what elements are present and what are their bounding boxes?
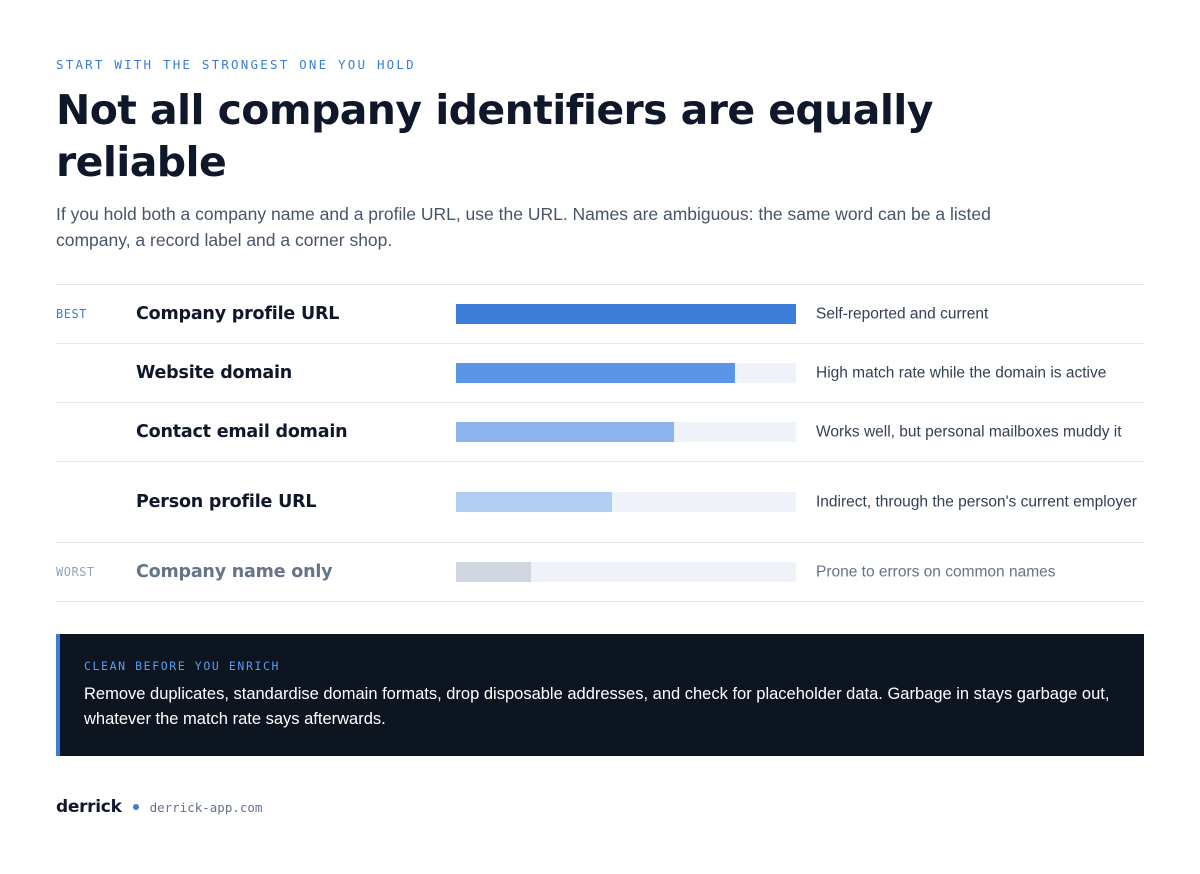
reliability-bar-track (456, 304, 796, 324)
separator-dot-icon (132, 804, 139, 810)
identifier-name: Company profile URL (136, 304, 340, 324)
identifier-ranking-table: BEST Company profile URL Self-reported a… (56, 284, 1144, 602)
reliability-bar-fill (456, 363, 735, 383)
identifier-name: Company name only (136, 562, 333, 582)
rank-label-worst: WORST (56, 565, 95, 579)
identifier-name: Person profile URL (136, 492, 317, 512)
footer: derrick derrick-app.com (56, 795, 262, 819)
identifier-note: Works well, but personal mailboxes muddy… (816, 423, 1122, 441)
eyebrow-label: START WITH THE STRONGEST ONE YOU HOLD (56, 57, 416, 72)
callout-text: Remove duplicates, standardise domain fo… (84, 685, 1110, 728)
identifier-note: Indirect, through the person's current e… (816, 493, 1137, 511)
reliability-bar-track (456, 363, 796, 383)
identifier-note: Prone to errors on common names (816, 563, 1056, 581)
rank-label-best: BEST (56, 307, 87, 321)
reliability-bar-fill (456, 304, 796, 324)
identifier-note: Self-reported and current (816, 305, 989, 323)
reliability-bar-fill (456, 562, 531, 582)
footer-domain: derrick-app.com (149, 799, 263, 815)
identifier-name: Website domain (136, 363, 293, 383)
ranking-row-company-name-only: WORST Company name only Prone to errors … (56, 543, 1144, 602)
reliability-bar-track (456, 422, 796, 442)
identifier-name: Contact email domain (136, 422, 348, 442)
reliability-bar-fill (456, 422, 674, 442)
page-title: Not all company identifiers are equally … (56, 86, 933, 186)
page-subtitle: If you hold both a company name and a pr… (56, 204, 991, 250)
reliability-bar-fill (456, 492, 613, 512)
ranking-row-person-profile-url: Person profile URL Indirect, through the… (56, 462, 1144, 543)
brand-logo: derrick (56, 797, 122, 817)
identifier-note: High match rate while the domain is acti… (816, 364, 1107, 382)
reliability-bar-track (456, 562, 796, 582)
ranking-row-company-profile-url: BEST Company profile URL Self-reported a… (56, 285, 1144, 344)
callout-label: CLEAN BEFORE YOU ENRICH (84, 659, 281, 673)
tip-callout: CLEAN BEFORE YOU ENRICH Remove duplicate… (56, 634, 1144, 756)
ranking-row-website-domain: Website domain High match rate while the… (56, 344, 1144, 403)
reliability-bar-track (456, 492, 796, 512)
ranking-row-contact-email-domain: Contact email domain Works well, but per… (56, 403, 1144, 462)
